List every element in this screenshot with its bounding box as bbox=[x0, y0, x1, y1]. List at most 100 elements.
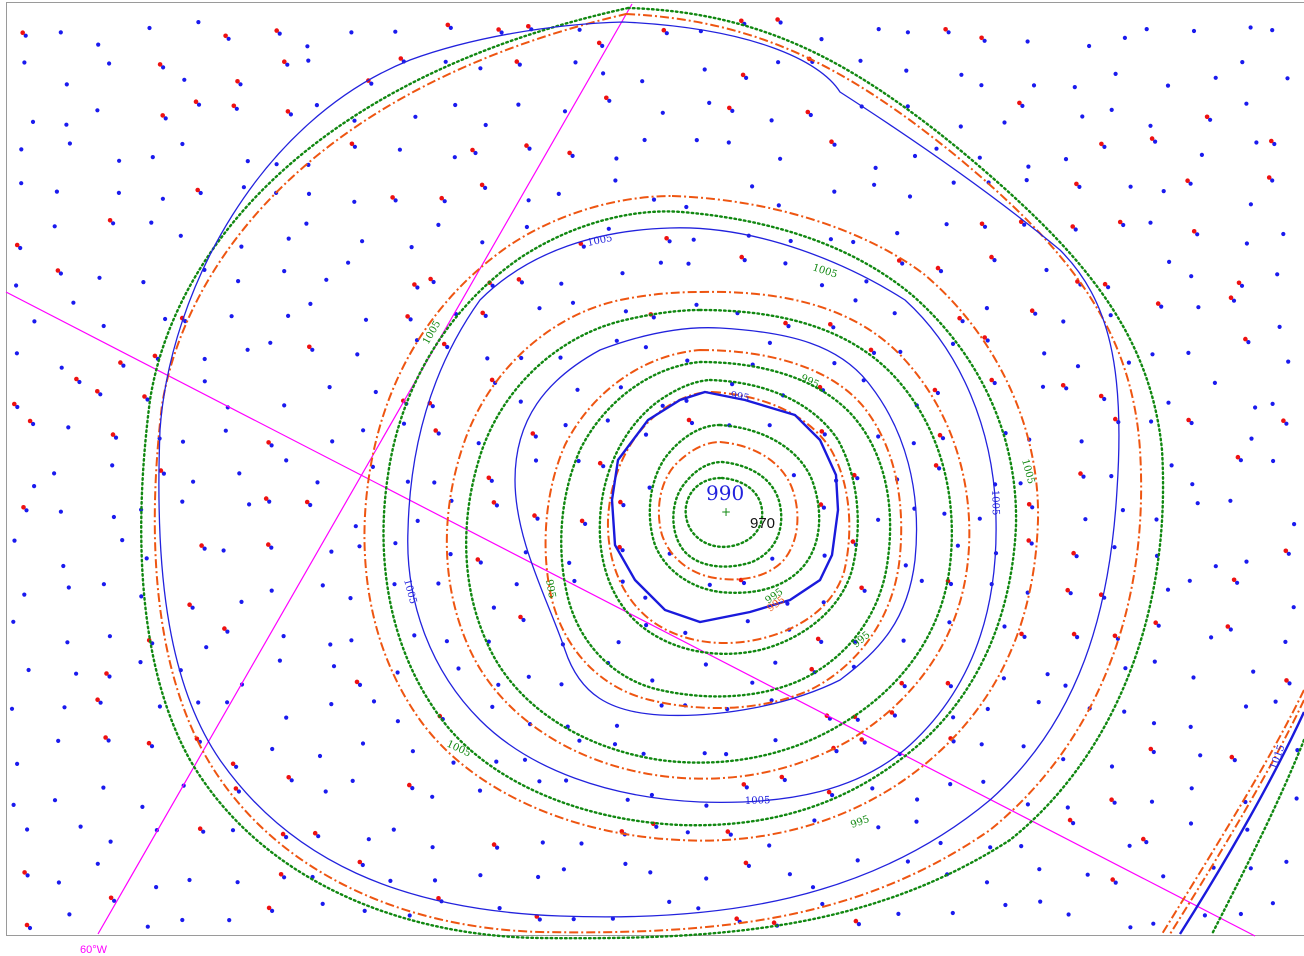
observation-dot bbox=[903, 563, 908, 568]
observation-dot bbox=[935, 390, 941, 396]
observation-dot-red bbox=[740, 72, 746, 78]
observation-dot bbox=[284, 715, 289, 720]
observation-dot bbox=[54, 189, 60, 194]
observation-dot bbox=[832, 189, 837, 194]
observation-dot-red bbox=[1070, 224, 1075, 229]
observation-dot bbox=[684, 204, 689, 210]
observation-dot bbox=[977, 155, 982, 160]
observation-dot bbox=[621, 503, 626, 508]
observation-dot bbox=[361, 428, 366, 433]
observation-dot bbox=[1161, 874, 1166, 879]
observation-dot-red bbox=[195, 187, 200, 193]
observation-dot bbox=[1033, 311, 1038, 316]
observation-dot bbox=[494, 503, 499, 508]
observation-dot bbox=[1108, 313, 1113, 318]
observation-dot-red bbox=[1269, 138, 1274, 144]
observation-dot bbox=[52, 798, 58, 803]
observation-dot bbox=[1244, 241, 1249, 246]
observation-dot bbox=[579, 841, 584, 846]
observation-dot bbox=[1022, 634, 1027, 640]
observation-dot-red bbox=[193, 99, 199, 104]
observation-dot-red bbox=[937, 432, 943, 438]
observation-dot bbox=[1065, 805, 1070, 810]
observation-dot-red bbox=[935, 265, 941, 271]
observation-dot bbox=[1189, 420, 1194, 426]
observation-dot bbox=[901, 638, 906, 643]
observation-dot-red bbox=[1018, 219, 1024, 224]
observation-dot bbox=[654, 824, 659, 829]
observation-dot bbox=[1169, 463, 1174, 468]
observation-dot bbox=[201, 829, 206, 834]
observation-dot-red bbox=[439, 195, 445, 201]
observation-dot bbox=[821, 505, 827, 510]
observation-dot bbox=[876, 517, 881, 522]
observation-dot bbox=[744, 785, 749, 790]
contour-green-1000 bbox=[464, 308, 954, 764]
observation-dot bbox=[641, 751, 646, 756]
observation-dot bbox=[1159, 304, 1164, 309]
observation-dot bbox=[750, 184, 755, 189]
observation-dot-red bbox=[727, 105, 732, 111]
observation-dot bbox=[198, 190, 203, 196]
observation-dot bbox=[614, 338, 619, 343]
observation-dot-red bbox=[664, 236, 669, 241]
observation-dot bbox=[360, 862, 365, 868]
observation-dot bbox=[563, 423, 568, 428]
observation-dot bbox=[1128, 184, 1133, 189]
observation-dot bbox=[1188, 724, 1193, 730]
observation-dot bbox=[1109, 107, 1114, 112]
observation-dot bbox=[810, 885, 816, 890]
observation-dot bbox=[1064, 386, 1069, 391]
observation-dot bbox=[145, 397, 150, 402]
observation-dot bbox=[1079, 439, 1084, 444]
observation-dot bbox=[401, 421, 407, 426]
observation-dot bbox=[448, 552, 453, 557]
observation-dot bbox=[1102, 144, 1107, 149]
observation-dot bbox=[862, 588, 867, 593]
observation-dot bbox=[1208, 117, 1213, 122]
observation-dot bbox=[204, 645, 209, 650]
observation-dot bbox=[221, 548, 226, 553]
observation-dot-red bbox=[1235, 454, 1241, 460]
observation-dot bbox=[305, 44, 310, 49]
observation-dot bbox=[56, 880, 62, 885]
observation-dot bbox=[284, 835, 289, 840]
observation-dot-red bbox=[818, 502, 824, 507]
observation-dot bbox=[395, 719, 400, 724]
observation-dot-red bbox=[436, 896, 441, 901]
observation-dot bbox=[98, 392, 103, 397]
observation-dot bbox=[348, 596, 353, 601]
observation-dot-red bbox=[266, 542, 271, 547]
observation-dot bbox=[746, 863, 752, 869]
contour-label: 1005 bbox=[445, 739, 473, 760]
observation-dot bbox=[202, 356, 207, 362]
observation-dot bbox=[1018, 481, 1023, 486]
contour-green-995 bbox=[560, 360, 892, 698]
observation-dot bbox=[573, 60, 578, 65]
observation-dot bbox=[1228, 627, 1233, 632]
observation-dot bbox=[432, 480, 437, 485]
observation-dot bbox=[744, 75, 749, 80]
observation-dot bbox=[161, 65, 166, 70]
observation-dot bbox=[1151, 721, 1157, 726]
observation-dot bbox=[407, 913, 412, 918]
contour-blue-outer bbox=[158, 21, 1120, 918]
observation-dot bbox=[1270, 178, 1275, 183]
observation-dot bbox=[393, 29, 398, 34]
observation-dot bbox=[1019, 844, 1024, 849]
observation-dot-red bbox=[889, 710, 895, 715]
observation-dot bbox=[362, 908, 367, 914]
observation-dot bbox=[1148, 220, 1153, 225]
observation-dot-red bbox=[428, 276, 433, 282]
observation-dot bbox=[1068, 591, 1073, 596]
observation-dot-red bbox=[989, 254, 994, 260]
observation-dot bbox=[537, 306, 542, 311]
observation-dot bbox=[1040, 384, 1046, 389]
observation-dot bbox=[112, 898, 117, 903]
observation-dot bbox=[535, 516, 540, 521]
observation-dot bbox=[202, 546, 207, 551]
observation-dot bbox=[269, 443, 274, 448]
observation-dot bbox=[284, 458, 289, 463]
observation-dot bbox=[1037, 867, 1042, 872]
observation-dot bbox=[491, 605, 496, 610]
